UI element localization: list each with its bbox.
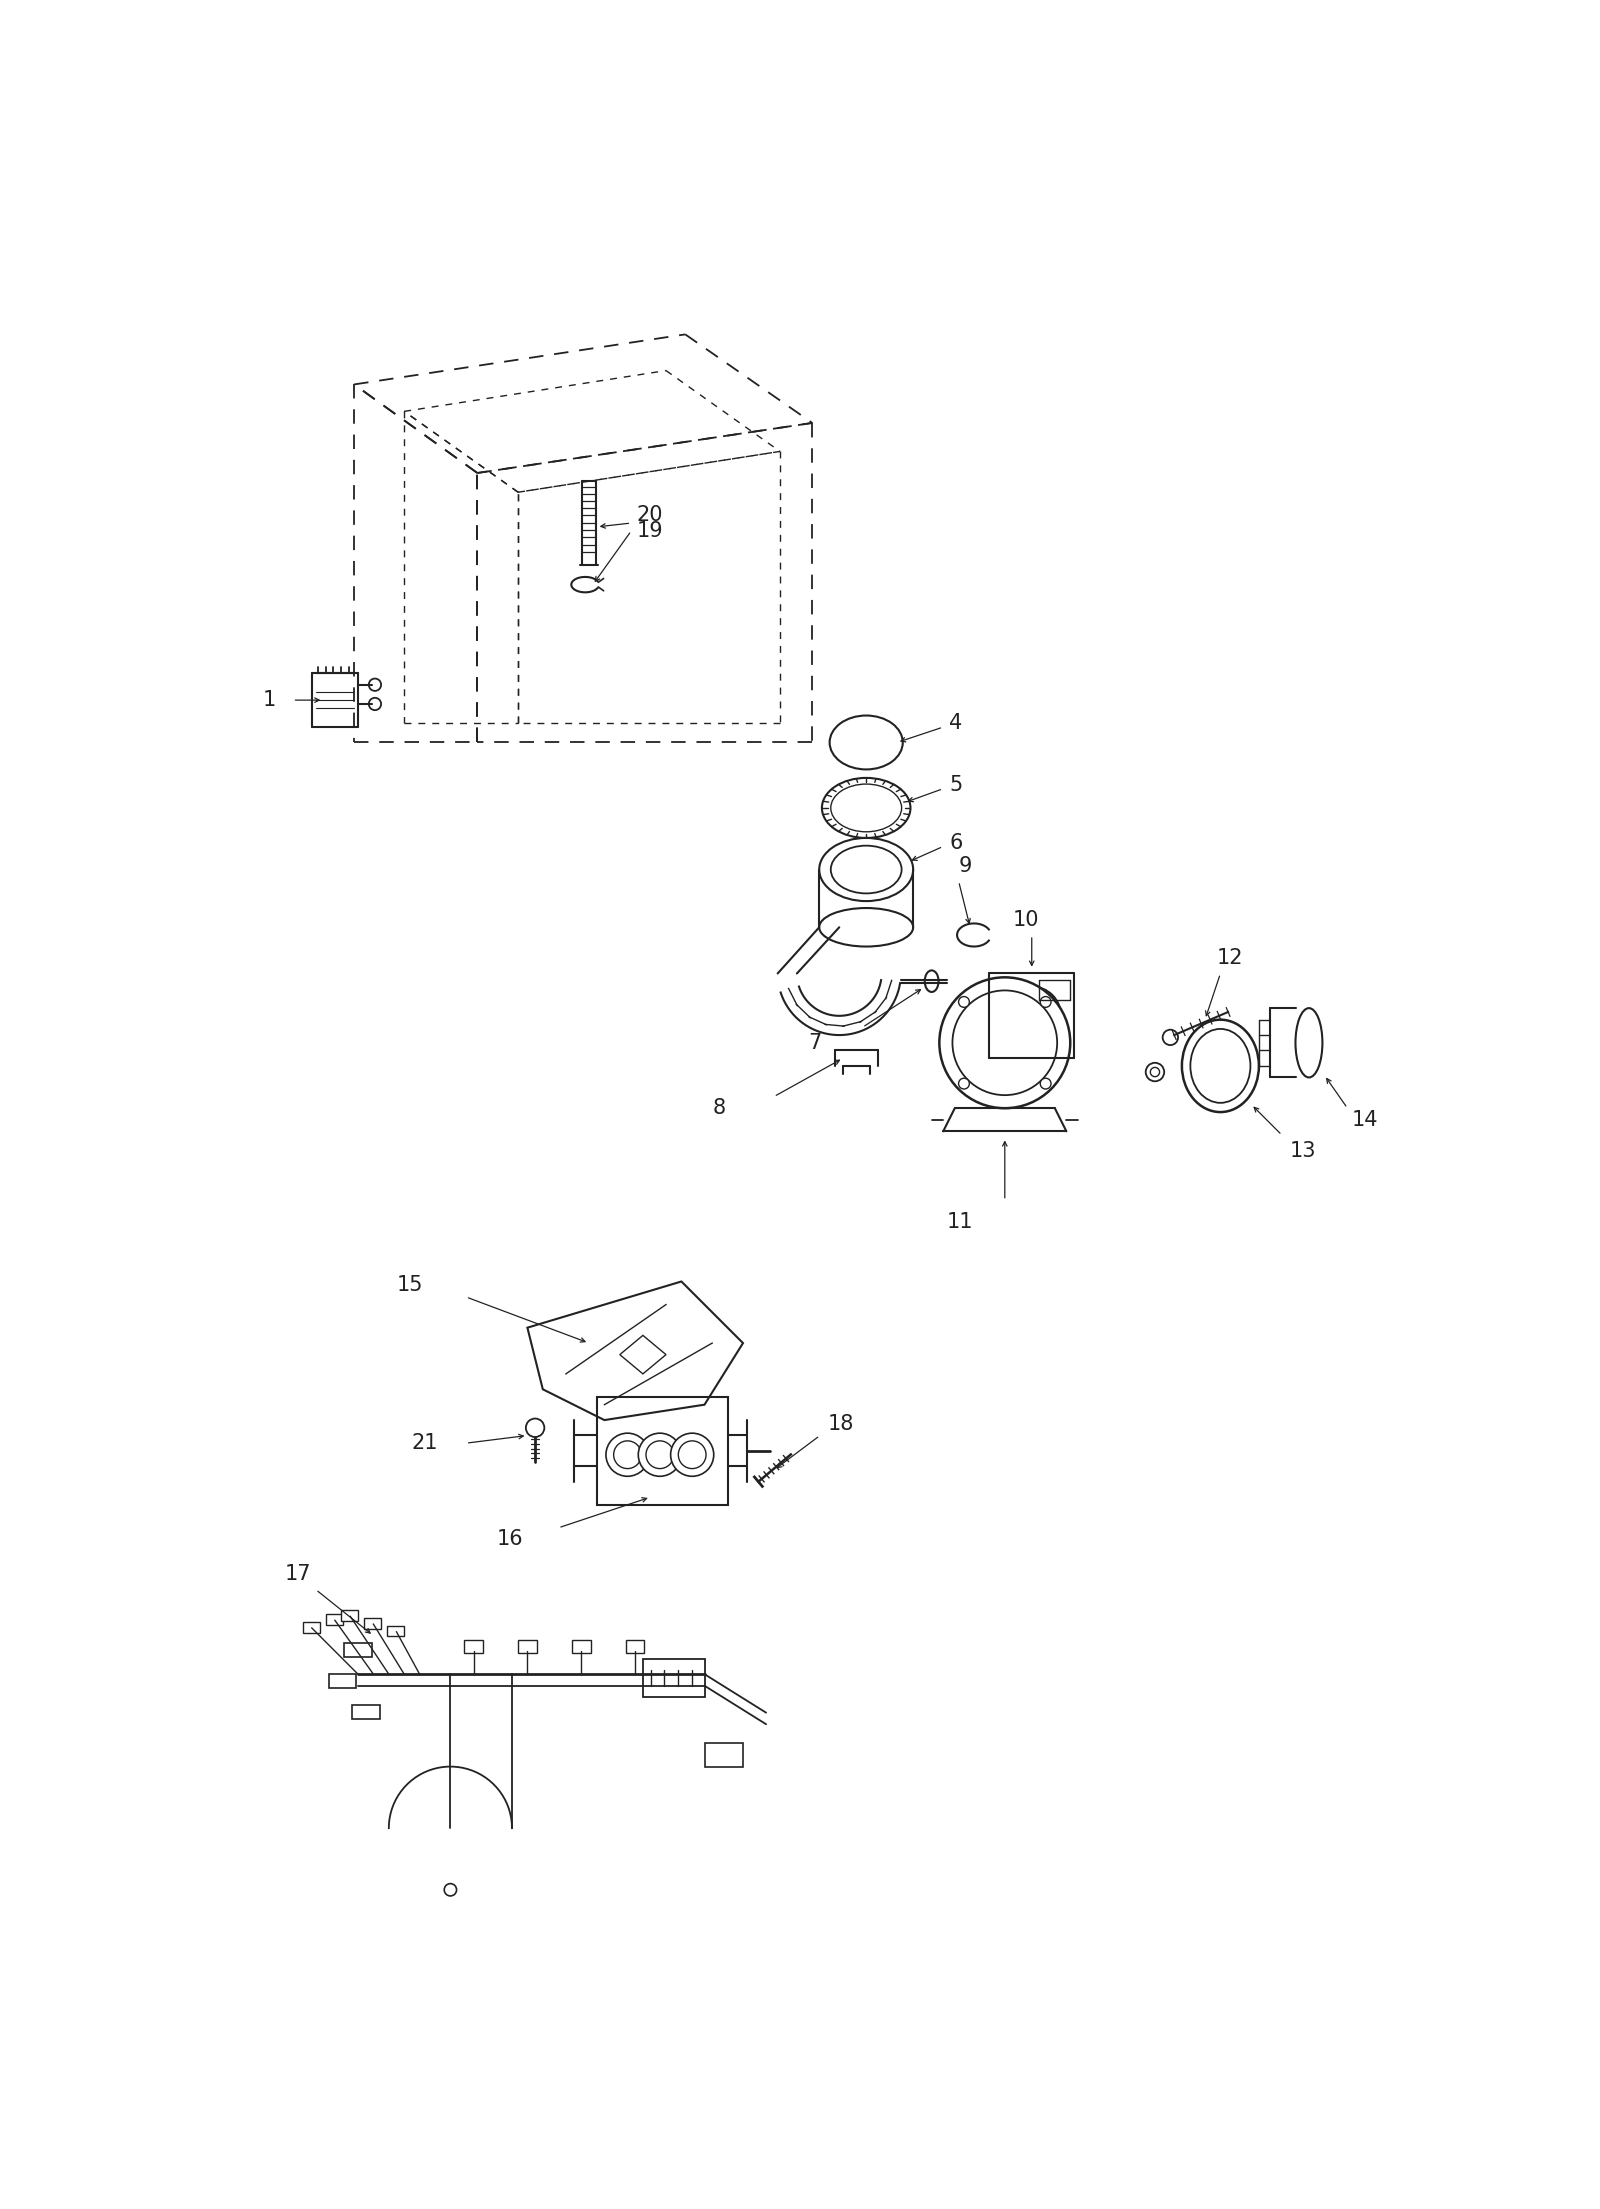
Text: 4: 4 bbox=[949, 714, 963, 733]
Circle shape bbox=[445, 1884, 456, 1895]
Ellipse shape bbox=[1296, 1007, 1323, 1078]
Ellipse shape bbox=[830, 716, 902, 769]
Circle shape bbox=[614, 1440, 642, 1469]
Ellipse shape bbox=[830, 846, 902, 892]
Text: 6: 6 bbox=[949, 833, 963, 853]
Bar bbox=[464, 1639, 483, 1652]
Text: 18: 18 bbox=[827, 1414, 854, 1434]
Bar bbox=[326, 1615, 342, 1626]
Circle shape bbox=[1003, 987, 1061, 1045]
Bar bbox=[352, 1705, 379, 1719]
Text: 5: 5 bbox=[949, 775, 963, 795]
Circle shape bbox=[958, 1078, 970, 1089]
Circle shape bbox=[1150, 1067, 1160, 1076]
Circle shape bbox=[526, 1418, 544, 1438]
Bar bbox=[365, 1617, 381, 1628]
Bar bbox=[302, 1621, 320, 1632]
Ellipse shape bbox=[822, 778, 910, 837]
Circle shape bbox=[1040, 996, 1051, 1007]
Text: 17: 17 bbox=[285, 1564, 312, 1584]
Text: 14: 14 bbox=[1352, 1109, 1378, 1129]
Text: 11: 11 bbox=[947, 1213, 973, 1233]
Bar bbox=[344, 1643, 371, 1657]
Text: 19: 19 bbox=[637, 521, 664, 541]
Circle shape bbox=[1040, 1078, 1051, 1089]
Ellipse shape bbox=[819, 837, 914, 901]
Circle shape bbox=[670, 1434, 714, 1476]
Circle shape bbox=[958, 996, 970, 1007]
Text: 8: 8 bbox=[712, 1098, 725, 1118]
Bar bbox=[328, 1674, 357, 1688]
Bar bbox=[387, 1626, 405, 1637]
Bar bbox=[643, 1659, 704, 1697]
Circle shape bbox=[646, 1440, 674, 1469]
Circle shape bbox=[678, 1440, 706, 1469]
Circle shape bbox=[939, 976, 1070, 1109]
Circle shape bbox=[952, 990, 1058, 1096]
Ellipse shape bbox=[819, 908, 914, 945]
Text: 13: 13 bbox=[1290, 1140, 1317, 1160]
Ellipse shape bbox=[1182, 1021, 1259, 1111]
Bar bbox=[626, 1639, 645, 1652]
Bar bbox=[573, 1639, 590, 1652]
Ellipse shape bbox=[1190, 1029, 1251, 1102]
Text: 1: 1 bbox=[262, 689, 277, 709]
Bar bbox=[518, 1639, 536, 1652]
Circle shape bbox=[606, 1434, 650, 1476]
Text: 16: 16 bbox=[496, 1529, 523, 1549]
Text: 7: 7 bbox=[808, 1034, 822, 1054]
Text: 12: 12 bbox=[1216, 948, 1243, 968]
Text: 15: 15 bbox=[397, 1275, 422, 1294]
Circle shape bbox=[1163, 1029, 1178, 1045]
Text: 20: 20 bbox=[637, 506, 664, 526]
Text: 9: 9 bbox=[958, 855, 971, 875]
Text: 21: 21 bbox=[411, 1434, 438, 1454]
Circle shape bbox=[638, 1434, 682, 1476]
Text: 10: 10 bbox=[1013, 910, 1038, 930]
Bar bbox=[341, 1610, 358, 1621]
Circle shape bbox=[1146, 1063, 1165, 1080]
Bar bbox=[704, 1743, 742, 1767]
Ellipse shape bbox=[925, 970, 939, 992]
